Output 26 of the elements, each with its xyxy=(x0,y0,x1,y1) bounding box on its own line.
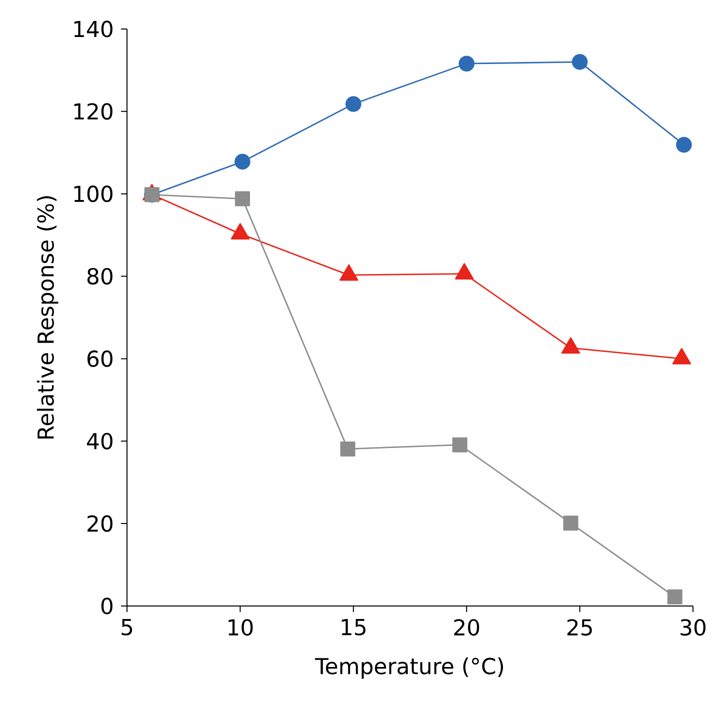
x-axis-title: Temperature (°C) xyxy=(314,657,503,679)
x-tick-label: 25 xyxy=(567,619,592,636)
point xyxy=(340,441,356,456)
y-tick-label: 0 xyxy=(101,598,112,614)
y-tick-label: 60 xyxy=(87,350,112,368)
x-tick-label: 5 xyxy=(122,619,132,636)
point xyxy=(572,54,588,70)
point xyxy=(452,437,468,452)
y-axis-title: Relative Response (%) xyxy=(36,196,58,439)
x-tick-label: 20 xyxy=(454,619,480,636)
point xyxy=(563,516,578,531)
y-tick-label: 120 xyxy=(74,103,112,120)
point xyxy=(676,136,692,153)
point xyxy=(345,96,362,112)
y-tick-label: 40 xyxy=(87,432,112,450)
y-tick-label: 140 xyxy=(74,20,112,38)
x-tick-label: 10 xyxy=(228,619,253,636)
point xyxy=(458,56,474,72)
x-tick-label: 15 xyxy=(342,619,366,636)
point xyxy=(234,191,250,206)
point xyxy=(234,154,250,170)
point xyxy=(667,589,682,604)
y-tick-label: 20 xyxy=(88,515,112,532)
x-tick-label: 30 xyxy=(680,619,706,636)
y-tick-label: 80 xyxy=(87,268,112,285)
y-tick-label: 100 xyxy=(74,186,112,202)
